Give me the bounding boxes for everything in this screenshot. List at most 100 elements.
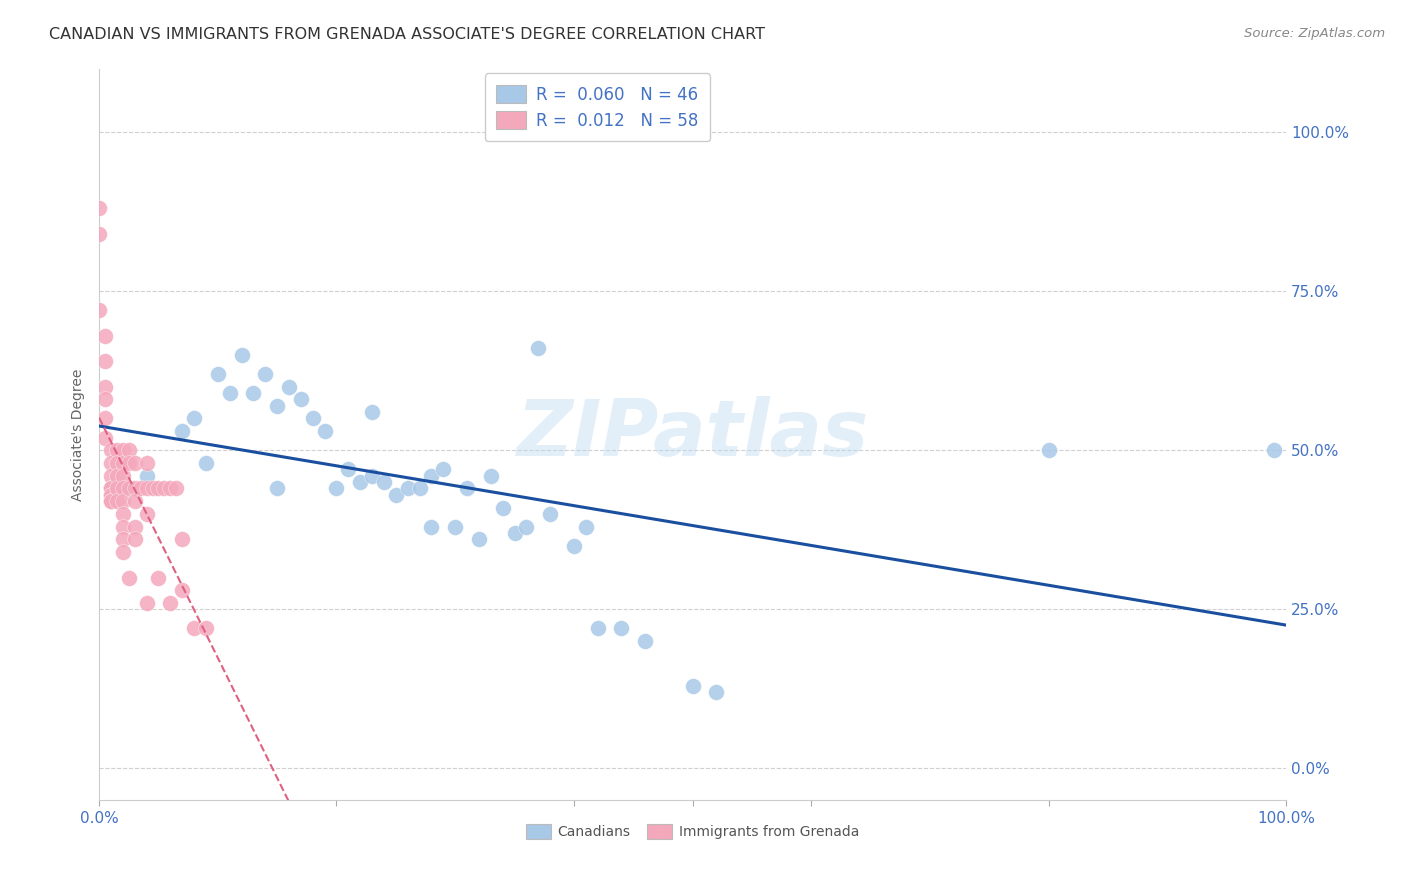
Point <box>100 494 122 508</box>
Point <box>100 482 122 496</box>
Point <box>183 411 205 425</box>
Point <box>420 468 443 483</box>
Point <box>373 475 395 489</box>
Point <box>111 468 134 483</box>
Point <box>111 482 134 496</box>
Point <box>111 545 134 559</box>
Point <box>254 367 277 381</box>
Point <box>111 533 134 547</box>
Point <box>527 342 550 356</box>
Legend: Canadians, Immigrants from Grenada: Canadians, Immigrants from Grenada <box>520 818 865 845</box>
Point <box>118 443 141 458</box>
Point <box>89 202 111 216</box>
Point <box>266 399 288 413</box>
Point <box>129 482 152 496</box>
Point <box>94 328 117 343</box>
Point <box>301 411 323 425</box>
Point <box>153 482 176 496</box>
Point <box>118 570 141 584</box>
Point <box>704 685 727 699</box>
Point <box>135 596 157 610</box>
Point <box>100 468 122 483</box>
Point <box>349 475 371 489</box>
Point <box>479 468 502 483</box>
Point <box>100 443 122 458</box>
Point <box>124 533 146 547</box>
Point <box>89 303 111 318</box>
Point <box>278 379 301 393</box>
Point <box>105 482 128 496</box>
Point <box>94 379 117 393</box>
Point <box>100 494 122 508</box>
Point <box>165 482 187 496</box>
Point <box>1263 443 1285 458</box>
Point <box>396 482 419 496</box>
Point <box>266 482 288 496</box>
Point <box>94 392 117 407</box>
Point <box>118 482 141 496</box>
Point <box>94 354 117 368</box>
Point <box>337 462 360 476</box>
Point <box>94 431 117 445</box>
Point <box>172 583 194 598</box>
Point <box>503 525 526 540</box>
Point <box>111 443 134 458</box>
Point <box>135 456 157 470</box>
Point <box>194 456 217 470</box>
Text: CANADIAN VS IMMIGRANTS FROM GRENADA ASSOCIATE'S DEGREE CORRELATION CHART: CANADIAN VS IMMIGRANTS FROM GRENADA ASSO… <box>49 27 765 42</box>
Point <box>124 482 146 496</box>
Point <box>148 570 170 584</box>
Point <box>111 456 134 470</box>
Point <box>105 456 128 470</box>
Point <box>218 386 240 401</box>
Point <box>408 482 430 496</box>
Point <box>111 519 134 533</box>
Point <box>562 539 585 553</box>
Point <box>100 488 122 502</box>
Point <box>515 519 537 533</box>
Point <box>100 482 122 496</box>
Point <box>575 519 598 533</box>
Point <box>124 456 146 470</box>
Point <box>420 519 443 533</box>
Point <box>183 621 205 635</box>
Point <box>172 533 194 547</box>
Point <box>100 482 122 496</box>
Point <box>314 424 336 438</box>
Point <box>111 482 134 496</box>
Point <box>135 482 157 496</box>
Point <box>89 227 111 241</box>
Point <box>135 468 157 483</box>
Point <box>586 621 609 635</box>
Point <box>231 348 253 362</box>
Point <box>385 488 408 502</box>
Point <box>432 462 454 476</box>
Point <box>159 596 181 610</box>
Point <box>492 500 515 515</box>
Point <box>111 494 134 508</box>
Point <box>194 621 217 635</box>
Point <box>456 482 478 496</box>
Point <box>105 494 128 508</box>
Point <box>94 411 117 425</box>
Point <box>468 533 491 547</box>
Point <box>124 519 146 533</box>
Point <box>634 634 657 648</box>
Point <box>105 468 128 483</box>
Point <box>105 443 128 458</box>
Point <box>111 507 134 521</box>
Point <box>1038 443 1060 458</box>
Point <box>124 494 146 508</box>
Point <box>172 424 194 438</box>
Point <box>361 405 384 419</box>
Point <box>361 468 384 483</box>
Point <box>325 482 347 496</box>
Point <box>100 456 122 470</box>
Point <box>444 519 467 533</box>
Point <box>682 679 704 693</box>
Point <box>159 482 181 496</box>
Point <box>141 482 163 496</box>
Point <box>148 482 170 496</box>
Y-axis label: Associate's Degree: Associate's Degree <box>72 368 86 500</box>
Point <box>290 392 312 407</box>
